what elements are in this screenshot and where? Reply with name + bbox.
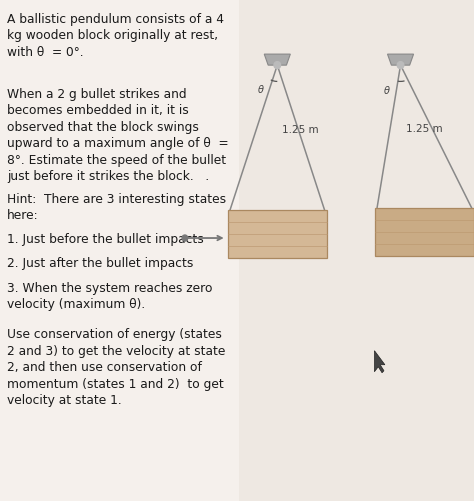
Text: 1.25 m: 1.25 m (406, 124, 443, 134)
Circle shape (397, 62, 404, 69)
Text: 1. Just before the bullet impacts: 1. Just before the bullet impacts (7, 233, 204, 246)
Text: When a 2 g bullet strikes and
becomes embedded in it, it is
observed that the bl: When a 2 g bullet strikes and becomes em… (7, 88, 229, 183)
Circle shape (274, 62, 281, 69)
Text: A ballistic pendulum consists of a 4
kg wooden block originally at rest,
with θ : A ballistic pendulum consists of a 4 kg … (7, 13, 224, 59)
FancyBboxPatch shape (239, 0, 474, 501)
Text: $\theta$: $\theta$ (383, 84, 390, 96)
Polygon shape (387, 54, 413, 65)
Text: Hint:  There are 3 interesting states
here:: Hint: There are 3 interesting states her… (7, 193, 226, 222)
Text: 1.25 m: 1.25 m (282, 125, 319, 135)
Text: 3. When the system reaches zero
velocity (maximum θ).: 3. When the system reaches zero velocity… (7, 282, 213, 311)
Polygon shape (374, 351, 385, 373)
Circle shape (182, 235, 188, 241)
Polygon shape (264, 54, 290, 65)
FancyBboxPatch shape (0, 0, 239, 501)
Text: $\theta$: $\theta$ (257, 83, 265, 95)
FancyBboxPatch shape (374, 208, 474, 256)
Text: Use conservation of energy (states
2 and 3) to get the velocity at state
2, and : Use conservation of energy (states 2 and… (7, 328, 226, 407)
FancyBboxPatch shape (228, 210, 327, 258)
Text: 2. Just after the bullet impacts: 2. Just after the bullet impacts (7, 257, 193, 270)
